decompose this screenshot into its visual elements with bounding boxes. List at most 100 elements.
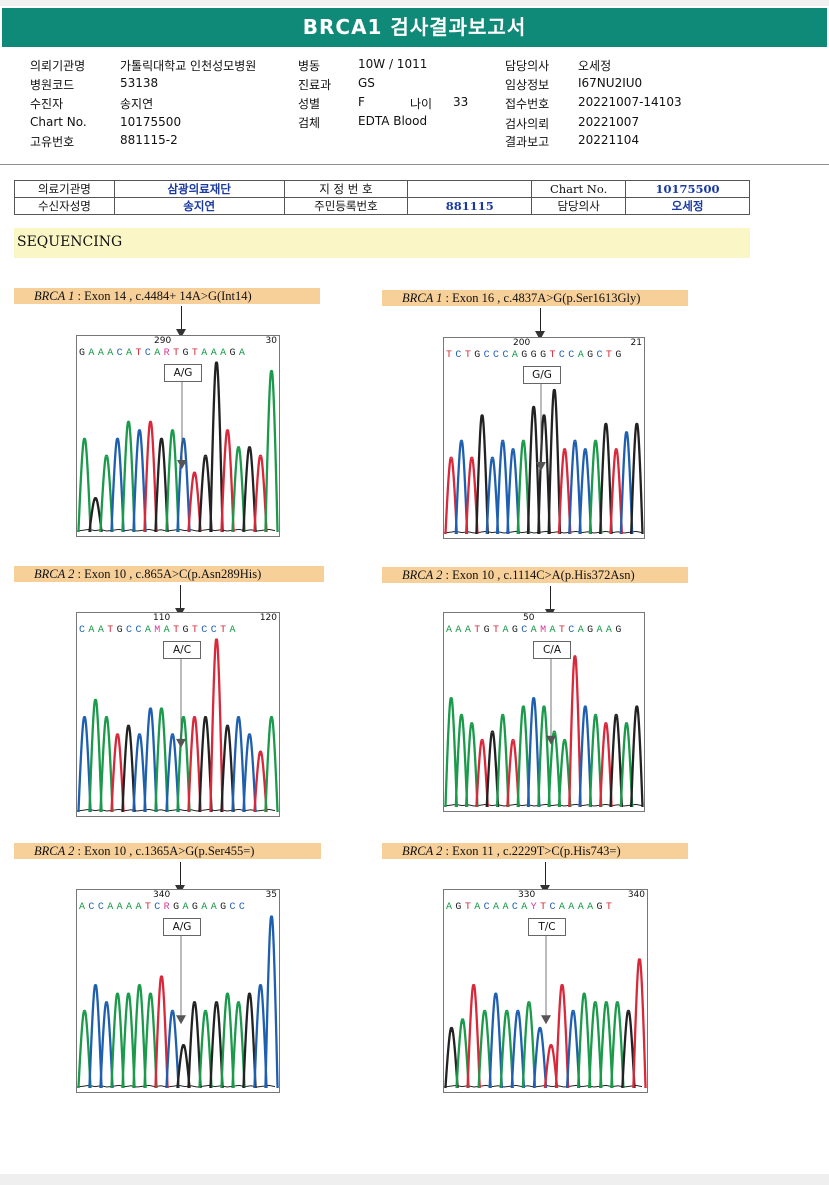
variant-pointer-icon [176, 306, 186, 338]
chromatogram: 290 30 GAAACATCARTGTAAAGA A/G [76, 335, 280, 537]
ref-row-1: 의료기관명 삼광의료재단 지 정 번 호 Chart No. 10175500 [14, 180, 750, 198]
ref-cell: 송지연 [113, 197, 285, 215]
trace-peak [588, 713, 603, 808]
trace-peak [143, 420, 158, 533]
trace-peak [88, 984, 103, 1089]
trace-peak [506, 738, 520, 808]
trace-peak [464, 722, 479, 808]
chromatogram: 110 120 CAATGCCAMATGTCCTA A/C [76, 612, 280, 817]
trace-peak [242, 733, 257, 813]
trace-peak [495, 713, 510, 808]
genotype-call: A/G [164, 364, 202, 382]
trace-peak [253, 984, 268, 1089]
trace-peak [516, 705, 531, 808]
gene-name: BRCA 1 [34, 289, 75, 303]
trace-peak [609, 713, 624, 808]
trace-peak [621, 1009, 636, 1089]
trace-peak [110, 437, 125, 533]
divider [0, 164, 829, 165]
field-label: 병동 [298, 59, 321, 73]
gene-name: BRCA 2 [402, 568, 443, 582]
trace-plot [77, 915, 279, 1089]
variant-description: : Exon 10 , c.1114C>A(p.His372Asn) [442, 568, 635, 582]
variant-pointer-icon [175, 585, 185, 617]
call-marker-icon [536, 462, 546, 471]
field-label: 결과보고 [505, 135, 550, 149]
trace-peak [632, 958, 647, 1089]
trace-peak [565, 1009, 581, 1089]
field-value: 20221104 [578, 133, 640, 147]
field-label: 검사의뢰 [505, 117, 550, 131]
field-value: 53138 [120, 76, 159, 90]
trace-peak [599, 422, 613, 535]
trace-plot [77, 361, 279, 533]
position-label: 30 [265, 336, 277, 346]
variant-pointer-icon [535, 308, 545, 340]
trace-peak [132, 984, 147, 1089]
trace-peak [165, 1009, 180, 1089]
variant-label: BRCA 2 : Exon 10 , c.1365A>G(p.Ser455=) [14, 843, 321, 859]
trace-peak [619, 431, 634, 535]
trace-peak [154, 707, 169, 813]
trace-peak [466, 984, 481, 1089]
position-label: 35 [265, 890, 277, 900]
trace-peak [532, 1026, 548, 1089]
ref-cell: 주민등록번호 [283, 197, 409, 215]
trace-peak [88, 497, 103, 533]
field-value: 오세정 [578, 59, 612, 73]
variant-description: : Exon 16 , c.4837A>G(p.Ser1613Gly) [442, 291, 641, 305]
trace-peak [630, 705, 644, 808]
trace-peak [187, 1001, 202, 1089]
report-title: BRCA1 검사결과보고서 [2, 8, 827, 47]
gene-name: BRCA 1 [402, 291, 443, 305]
trace-peak [537, 705, 551, 808]
trace-peak [198, 716, 213, 813]
position-label: 120 [259, 613, 277, 623]
trace-peak [578, 705, 593, 808]
trace-peak [516, 439, 531, 535]
trace-peak [99, 454, 114, 533]
trace-peak [526, 405, 541, 535]
gene-name: BRCA 2 [402, 844, 443, 858]
field-label: 담당의사 [505, 59, 550, 73]
trace-peak [543, 1044, 559, 1089]
trace-peak [165, 733, 180, 813]
trace-peak [143, 707, 158, 813]
trace-peak [176, 716, 191, 813]
genotype-call: G/G [523, 366, 561, 384]
field-label: 의뢰기관명 [30, 59, 86, 73]
ref-cell: 담당의사 [531, 197, 627, 215]
trace-peak [557, 448, 572, 535]
trace-peak [99, 716, 114, 813]
field-value: I67NU2IU0 [578, 76, 643, 90]
trace-peak [253, 750, 268, 813]
field-label: Chart No. [30, 115, 87, 129]
field-value: EDTA Blood [358, 114, 428, 128]
ref-cell: 10175500 [625, 180, 750, 198]
ref-cell: Chart No. [531, 180, 627, 198]
gene-name: BRCA 2 [34, 567, 75, 581]
trace-peak [176, 437, 191, 533]
trace-peak [264, 716, 279, 813]
position-label: 50 [523, 613, 535, 623]
trace-peak [599, 1001, 614, 1089]
trace-peak [242, 992, 257, 1089]
trace-peak [231, 716, 246, 813]
trace-peak [187, 716, 202, 813]
genotype-call: C/A [533, 641, 571, 659]
trace-peak [609, 448, 624, 535]
trace-peak [209, 638, 224, 813]
call-marker-icon [546, 735, 556, 745]
trace-peak [121, 992, 136, 1089]
chromatogram: 50 AAATGTAGCAMATCAGAAG C/A [443, 612, 645, 812]
gene-name: BRCA 2 [34, 844, 75, 858]
trace-peak [444, 456, 458, 535]
age-label: 나이 [410, 97, 433, 111]
field-label: 진료과 [298, 78, 332, 92]
field-value: 가톨릭대학교 인천성모병원 [120, 59, 257, 73]
base-sequence: CAATGCCAMATGTCCTA [79, 625, 239, 636]
trace-peak [568, 655, 582, 808]
trace-peak [444, 1026, 459, 1089]
trace-peak [568, 439, 582, 535]
trace-peak [599, 722, 613, 808]
